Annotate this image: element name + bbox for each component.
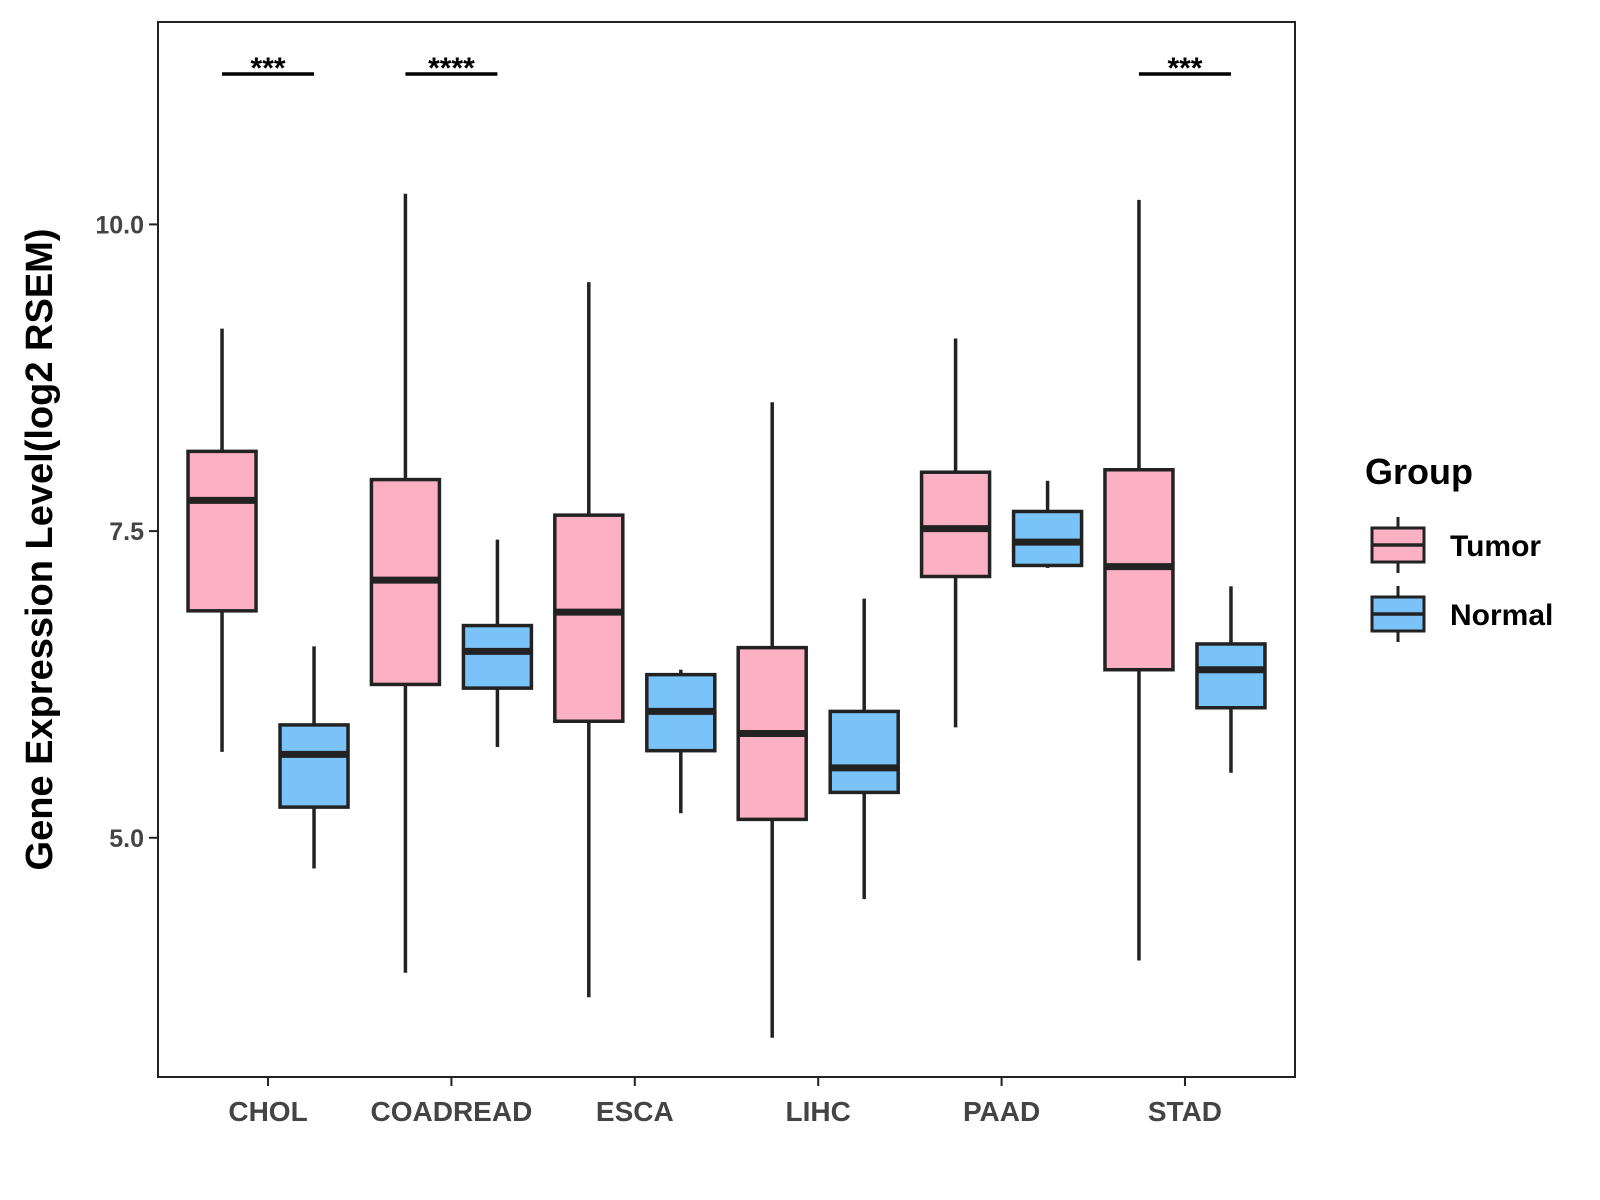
plot-area: *** **** *** (186, 52, 1267, 1038)
significance-label: *** (1167, 52, 1202, 85)
x-tick-label-paad: PAAD (963, 1096, 1040, 1127)
significance-label: **** (428, 52, 475, 85)
box-normal-esca (645, 669, 717, 814)
box-iqr (828, 709, 900, 795)
box-normal-chol (278, 646, 350, 869)
axes: 5.0 7.5 10.0 CHOL COADREAD ESCA LIHC PAAD STAD Ge… (19, 21, 1296, 1127)
legend-item-tumor: Tumor (1370, 517, 1541, 573)
legend-label: Normal (1450, 599, 1553, 632)
box-normal-paad (1011, 480, 1084, 568)
x-tick-label-chol: CHOL (228, 1096, 307, 1127)
box-iqr (553, 513, 625, 723)
box-iqr (461, 623, 534, 690)
box-normal-stad (1195, 586, 1267, 773)
x-tick-label-stad: STAD (1148, 1096, 1222, 1127)
box-iqr (278, 723, 350, 809)
legend-title: Group (1365, 451, 1473, 492)
y-tick-label: 10.0 (95, 211, 144, 239)
y-tick-label: 7.5 (109, 518, 144, 546)
x-tick-label-coadread: COADREAD (371, 1096, 533, 1127)
y-tick-label: 5.0 (109, 825, 144, 853)
legend: Group Tumor Normal (1365, 451, 1553, 642)
box-tumor-stad (1103, 199, 1175, 961)
box-normal-coadread (461, 539, 534, 748)
box-tumor-paad (919, 338, 992, 728)
x-tick-label-lihc: LIHC (786, 1096, 851, 1127)
significance-label: *** (251, 52, 286, 85)
box-iqr (186, 449, 258, 613)
legend-label: Tumor (1450, 530, 1541, 563)
box-iqr (919, 470, 992, 579)
significance-chol: *** (222, 52, 315, 85)
box-tumor-esca (553, 282, 625, 998)
legend-item-normal: Normal (1370, 586, 1553, 642)
y-axis-title: Gene Expression Level(log2 RSEM) (19, 229, 61, 871)
box-iqr (1195, 642, 1267, 710)
box-iqr (1011, 509, 1084, 568)
box-tumor-chol (186, 328, 258, 752)
x-tick-label-esca: ESCA (596, 1096, 674, 1127)
panel-border (157, 21, 1296, 1078)
significance-stad: *** (1138, 52, 1231, 85)
significance-coadread: **** (405, 52, 498, 85)
box-normal-lihc (828, 598, 900, 900)
box-tumor-coadread (369, 193, 442, 973)
box-tumor-lihc (736, 402, 808, 1038)
